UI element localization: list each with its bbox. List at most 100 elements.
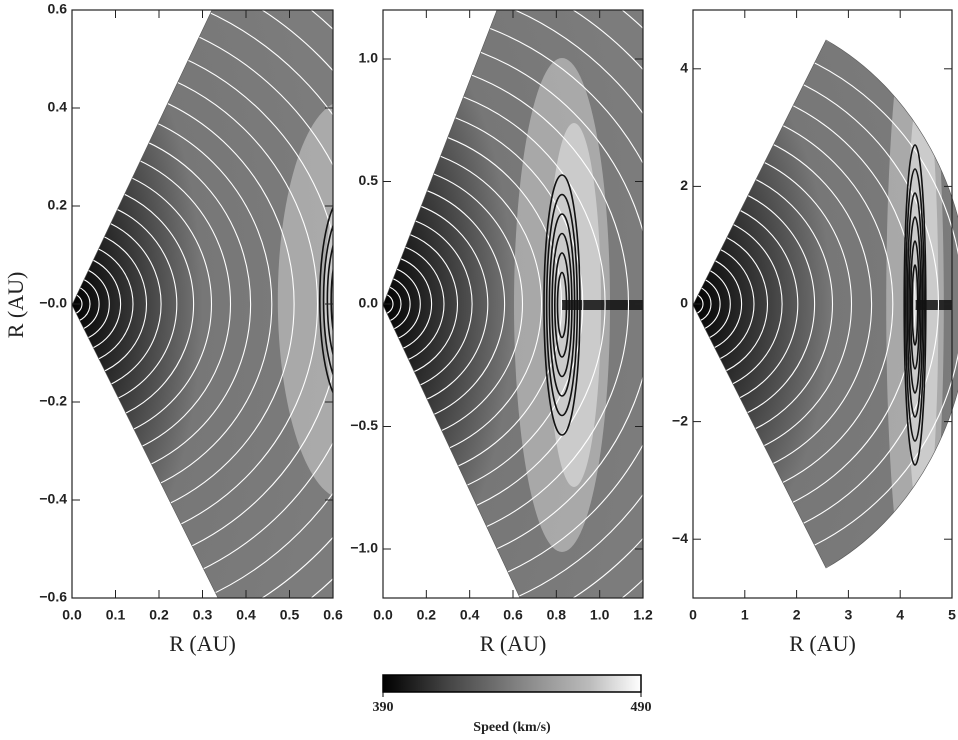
contour-line [383, 103, 584, 505]
y-tick-label: 1.0 [359, 50, 379, 66]
density-contour [326, 225, 333, 375]
x-axis-title: R (AU) [789, 631, 856, 656]
y-tick-label: 0.6 [48, 1, 68, 17]
contour-line [383, 81, 606, 527]
contour-line [72, 81, 295, 527]
density-contour [548, 213, 576, 397]
x-tick-label: 0.6 [503, 607, 523, 623]
contour-line [383, 57, 630, 551]
x-tick-label: 0.4 [460, 607, 480, 623]
x-tick-label: 1 [741, 607, 749, 623]
contour-line [72, 254, 122, 354]
contour-line [72, 228, 148, 380]
colorbar-tick-label: 490 [631, 700, 652, 715]
y-tick-label: −0.0 [39, 295, 67, 311]
density-contour [543, 174, 581, 436]
density-contour [339, 274, 352, 327]
x-axis-title: R (AU) [169, 631, 236, 656]
density-contour [330, 241, 333, 359]
x-tick-label: 1.2 [633, 607, 653, 623]
contour-line [383, 144, 543, 464]
contour-line [693, 81, 916, 527]
contour-line [72, 163, 213, 445]
x-tick-label: 4 [896, 607, 904, 623]
shock-glow [277, 100, 333, 500]
density-contour [908, 216, 922, 394]
contour-line [72, 181, 195, 427]
contour-line [72, 214, 162, 394]
x-tick-label: 0.0 [373, 607, 393, 623]
x-tick-label: 0.8 [547, 607, 567, 623]
x-tick-label: 0.2 [149, 607, 169, 623]
contour-line [72, 293, 83, 315]
density-contour [553, 252, 570, 358]
y-tick-label: −0.2 [39, 393, 67, 409]
x-tick-label: 0.4 [236, 607, 256, 623]
y-tick-label: −2 [672, 412, 688, 428]
y-tick-label: 0.0 [359, 295, 379, 311]
contour-line [693, 242, 755, 366]
density-contour [335, 258, 355, 342]
contour-line [72, 285, 91, 323]
density-contour [909, 240, 921, 370]
contour-line [383, 228, 459, 380]
y-tick-label: 4 [680, 60, 688, 76]
field [693, 40, 958, 568]
y-tick-label: 0.2 [48, 197, 68, 213]
current-sheet [915, 300, 952, 310]
x-tick-label: 0.0 [62, 607, 82, 623]
y-tick-label: −0.6 [39, 589, 67, 605]
x-tick-label: 0.5 [280, 607, 300, 623]
contour-line [383, 285, 402, 323]
contour-line [693, 228, 769, 380]
y-tick-label: 0 [680, 295, 688, 311]
contour-line [693, 163, 834, 445]
contour-line [383, 214, 473, 394]
density-contour [906, 192, 924, 418]
x-axis-title: R (AU) [480, 631, 547, 656]
contour-line [693, 144, 853, 464]
y-tick-label: −0.4 [39, 491, 67, 507]
contour-line [383, 276, 411, 332]
x-tick-label: 5 [948, 607, 956, 623]
y-tick-label: 2 [680, 177, 688, 193]
contour-line [72, 266, 110, 342]
x-tick-label: 0.2 [417, 607, 437, 623]
contour-line [693, 285, 712, 323]
y-tick-label: −1.0 [350, 540, 378, 556]
x-tick-label: 3 [845, 607, 853, 623]
field [383, 10, 643, 598]
current-sheet [562, 300, 643, 310]
colorbar [382, 674, 642, 693]
y-tick-label: −4 [672, 530, 688, 546]
x-tick-label: 0.3 [193, 607, 213, 623]
contour-line [72, 103, 273, 505]
density-contour [903, 144, 927, 466]
contour-line [72, 144, 232, 464]
colorbar-tick-label: 390 [373, 700, 394, 715]
density-contour [545, 193, 579, 417]
contour-line [383, 293, 394, 315]
density-contour [318, 194, 333, 406]
density-contour [911, 264, 919, 346]
density-contour [551, 232, 573, 378]
y-tick-label: 0.4 [48, 99, 68, 115]
contour-line [72, 242, 134, 366]
colorbar-title: Speed (km/s) [473, 720, 551, 735]
contour-line [72, 198, 178, 410]
contour-line [693, 293, 704, 315]
density-contour [905, 168, 925, 442]
y-tick-label: −0.5 [350, 417, 378, 433]
density-contour [322, 209, 333, 391]
contour-line [383, 242, 445, 366]
x-tick-label: 2 [793, 607, 801, 623]
contour-line [72, 124, 252, 484]
contour-line [383, 163, 524, 445]
field [72, 10, 355, 598]
x-tick-label: 1.0 [590, 607, 610, 623]
wedge-edge [692, 39, 958, 569]
contour-line [693, 57, 940, 551]
contour-line [72, 57, 319, 551]
y-tick-label: 0.5 [359, 172, 379, 188]
